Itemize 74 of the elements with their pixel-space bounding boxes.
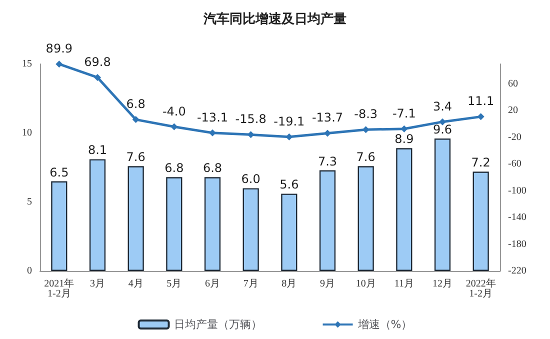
y2-tick-label: -220 (508, 266, 526, 276)
y2-tick-label: -180 (508, 238, 526, 250)
data-label: 69.8 (84, 54, 111, 69)
data-label: 7.6 (126, 150, 146, 164)
legend-label: 日均产量（万辆） (174, 318, 262, 331)
x-tick-label: 4月 (128, 278, 144, 290)
data-label: -8.3 (354, 107, 378, 122)
y2-tick-label: -60 (508, 158, 522, 170)
x-tick-label: 12月 (432, 278, 452, 290)
point (324, 130, 331, 137)
bar (281, 194, 298, 271)
data-label: 89.9 (46, 42, 73, 56)
data-label: 6.5 (50, 165, 69, 180)
y-tick-label: 5 (27, 196, 32, 208)
data-label: 8.9 (394, 132, 414, 146)
data-label: 5.6 (280, 178, 299, 192)
data-label: -19.1 (274, 114, 305, 128)
y2-tick-label: -140 (508, 212, 526, 224)
x-tick-label: 6月 (205, 278, 220, 290)
data-label: -13.1 (196, 110, 228, 124)
y2-tick-label: 60 (508, 78, 518, 90)
point (132, 116, 140, 124)
point (247, 131, 254, 138)
point (56, 60, 63, 68)
x-tick-label: 7月 (243, 278, 258, 290)
bar (358, 166, 374, 271)
data-label: 7.6 (356, 150, 376, 164)
bar (242, 188, 259, 271)
x-tick-label: 2021年 1-2月 (44, 278, 74, 300)
bar (434, 138, 451, 271)
data-label: 6.8 (202, 161, 222, 176)
point (400, 125, 408, 132)
bar (396, 148, 412, 271)
point (286, 133, 293, 140)
data-label: 3.4 (432, 99, 452, 114)
bar (128, 166, 144, 271)
data-label: 9.6 (432, 122, 452, 137)
x-tick-label: 8月 (282, 278, 297, 290)
point (477, 113, 484, 120)
data-label: -13.7 (312, 110, 344, 125)
x-tick-label: 5月 (166, 278, 182, 290)
bar (51, 181, 68, 271)
data-label: -15.8 (235, 112, 266, 126)
x-tick-label: 10月 (356, 278, 376, 290)
y-tick-label: 15 (22, 58, 32, 70)
data-label: 6.8 (164, 161, 184, 176)
bar (472, 172, 489, 271)
data-label: 7.2 (471, 156, 490, 170)
legend-label: 增速（%） (356, 318, 412, 331)
y-tick-label: 10 (22, 128, 32, 138)
bar (166, 177, 182, 271)
data-label: -7.1 (392, 106, 416, 120)
point (362, 126, 370, 134)
data-label: -4.0 (162, 104, 186, 118)
y-tick-label: 0 (27, 266, 32, 276)
data-label: 7.3 (318, 154, 338, 168)
data-label: 8.1 (88, 143, 108, 158)
point (209, 129, 216, 136)
y2-tick-label: 20 (508, 105, 518, 116)
point (170, 123, 178, 130)
bar (319, 170, 336, 271)
chart-title: 汽车同比增速及日均产量 (202, 11, 346, 27)
data-label: 6.0 (241, 172, 260, 186)
y2-tick-label: -20 (508, 132, 522, 143)
bar (89, 159, 106, 271)
point (94, 74, 101, 81)
data-label: 6.8 (126, 97, 146, 112)
bar (204, 177, 221, 271)
y2-tick-label: -100 (508, 185, 526, 196)
data-label: 11.1 (467, 94, 494, 108)
x-tick-label: 3月 (90, 278, 105, 290)
x-tick-label: 9月 (320, 278, 335, 290)
x-tick-label: 11月 (394, 278, 414, 290)
x-tick-label: 2022年 1-2月 (466, 278, 496, 300)
